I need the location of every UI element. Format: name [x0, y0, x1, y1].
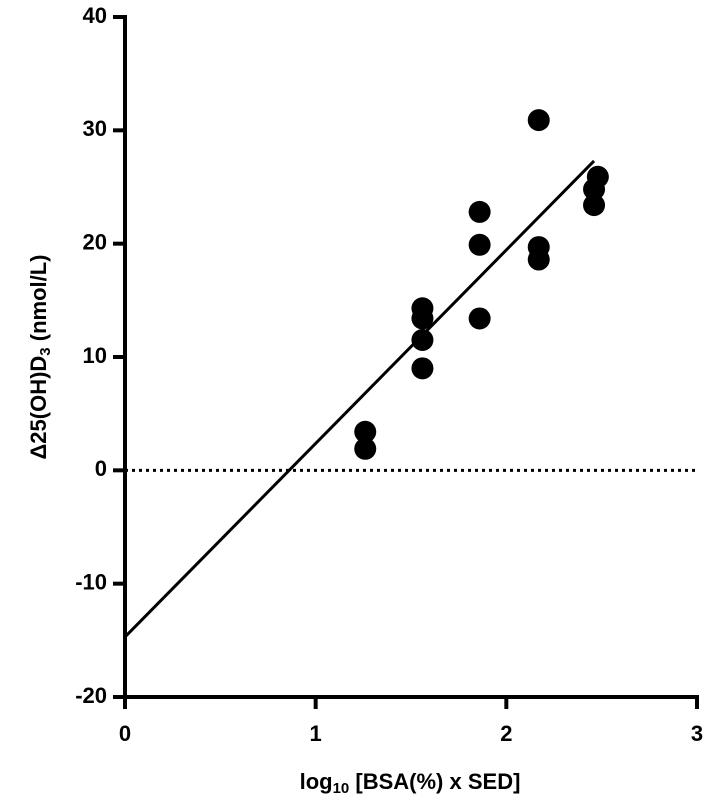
- data-point: [411, 357, 434, 380]
- data-point: [354, 420, 377, 443]
- x-tick-label: 2: [500, 721, 512, 746]
- y-tick-label: 30: [83, 116, 107, 141]
- data-point: [354, 437, 377, 460]
- y-tick-label: -20: [75, 683, 107, 708]
- data-point: [468, 200, 491, 223]
- y-title-subscript: 3: [37, 347, 54, 355]
- y-tick-label: 0: [95, 456, 107, 481]
- x-tick-label: 3: [691, 721, 703, 746]
- y-tick-label: 40: [83, 3, 107, 28]
- x-tick-label: 1: [310, 721, 322, 746]
- y-title-part: Δ25(OH)D: [26, 356, 51, 460]
- x-title-part: [BSA(%) x SED]: [349, 769, 520, 794]
- data-point: [468, 233, 491, 256]
- x-tick-label: 0: [119, 721, 131, 746]
- data-point: [468, 307, 491, 330]
- x-title-subscript: 10: [333, 780, 350, 797]
- y-tick-label: 10: [83, 343, 107, 368]
- data-point: [411, 329, 434, 351]
- data-point: [411, 307, 434, 330]
- y-title-part: (nmol/L): [26, 254, 51, 347]
- data-point: [583, 178, 606, 201]
- y-axis-title: Δ25(OH)D3 (nmol/L): [26, 254, 54, 459]
- y-tick-label: 20: [83, 229, 107, 254]
- fit-line: [123, 159, 596, 638]
- data-point: [527, 109, 550, 132]
- x-axis-title: log10 [BSA(%) x SED]: [300, 769, 521, 797]
- data-point: [527, 248, 550, 271]
- y-tick-label: -10: [75, 569, 107, 594]
- x-title-part: log: [300, 769, 333, 794]
- data-point: [583, 194, 606, 217]
